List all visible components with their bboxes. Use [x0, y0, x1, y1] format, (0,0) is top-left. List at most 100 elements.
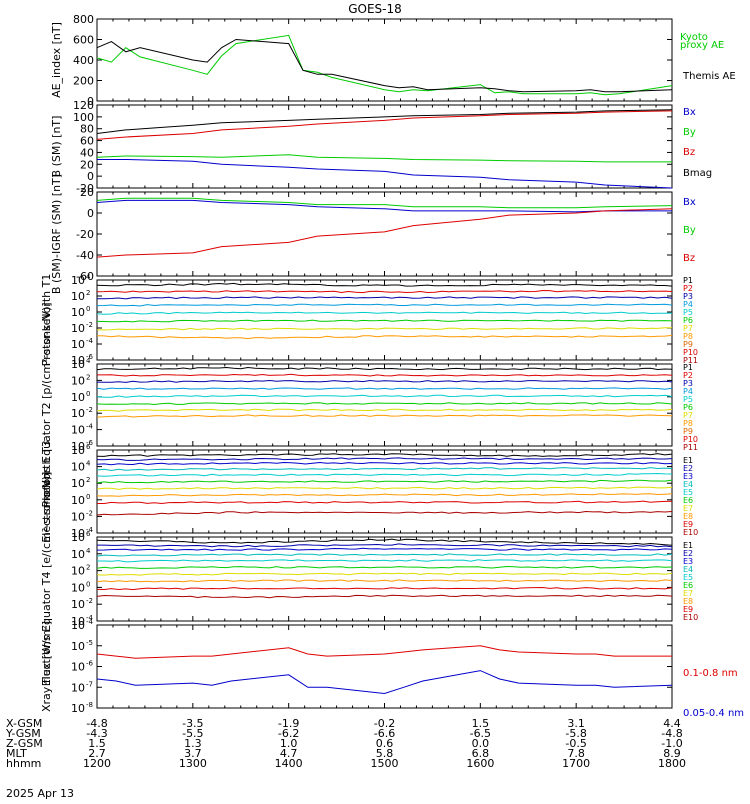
orbit-value: 5.8 — [376, 747, 394, 760]
series-line-p8 — [96, 334, 673, 340]
legend-entry: P10 — [683, 435, 698, 444]
series-line-p7 — [96, 408, 673, 412]
legend-entry: P3 — [683, 292, 693, 301]
orbit-value: -1.9 — [278, 717, 299, 730]
legend-entry: 0.05-0.4 nm — [683, 708, 744, 719]
orbit-value: -4.8 — [86, 717, 107, 730]
orbit-value: 1200 — [83, 757, 111, 770]
panel-frame — [96, 104, 673, 189]
orbit-value: -1.0 — [661, 737, 682, 750]
legend-entry: E6 — [683, 581, 693, 590]
legend-entry: Bx — [683, 107, 696, 118]
legend-entry: E2 — [683, 549, 693, 558]
y-tick-label: 10 — [71, 444, 85, 457]
y-tick-exponent: -4 — [86, 337, 94, 345]
legend-entry: E7 — [683, 589, 693, 598]
orbit-value: -0.5 — [565, 737, 586, 750]
legend-entry: Bmag — [683, 168, 712, 179]
legend-entry: Bz — [683, 147, 695, 158]
y-tick-exponent: 4 — [86, 357, 91, 365]
legend-entry: P6 — [683, 403, 693, 412]
date-label: 2025 Apr 13 — [6, 787, 74, 800]
y-tick-label: 10 — [71, 306, 85, 319]
legend-entry: E1 — [683, 541, 693, 550]
y-tick-label: 800 — [73, 13, 94, 26]
series-line-p4 — [96, 387, 673, 390]
orbit-value: 1.5 — [88, 737, 106, 750]
series-line-by — [96, 154, 672, 163]
series-line-p1 — [96, 282, 673, 287]
orbit-value: 1.3 — [184, 737, 202, 750]
y-tick-exponent: -6 — [86, 439, 94, 447]
y-tick-label: 600 — [73, 34, 94, 47]
y-axis-label: Protons North T1 — [40, 274, 53, 367]
legend-entry: E5 — [683, 488, 693, 497]
legend-entry: Themis AE — [682, 71, 736, 82]
orbit-value: -5.8 — [565, 727, 586, 740]
y-tick-label: -20 — [76, 228, 94, 241]
y-tick-exponent: -4 — [86, 614, 94, 622]
orbit-value: 1800 — [658, 757, 686, 770]
y-tick-label: 10 — [71, 640, 85, 653]
series-line-p8 — [96, 414, 673, 418]
y-tick-label: 10 — [71, 391, 85, 404]
orbit-value: 2.7 — [88, 747, 106, 760]
legend-entry: P4 — [683, 387, 693, 396]
y-tick-label: 10 — [71, 527, 85, 540]
series-line-e5 — [96, 472, 673, 477]
y-tick-label: 0 — [87, 207, 94, 220]
y-axis-label: Electrons North T3 — [40, 440, 53, 542]
y-tick-label: 10 — [71, 598, 85, 611]
series-line-p3 — [96, 379, 673, 383]
panel-frame — [96, 624, 673, 709]
legend-entry: E10 — [683, 528, 698, 537]
y-tick-label: 10 — [71, 440, 85, 453]
legend-entry: P5 — [683, 395, 693, 404]
orbit-row-label: Y-GSM — [5, 727, 41, 740]
y-tick-label: 10 — [71, 374, 85, 387]
orbit-value: 3.1 — [567, 717, 585, 730]
y-tick-exponent: 4 — [86, 547, 91, 555]
series-line-e7 — [96, 572, 673, 576]
orbit-value: -4.3 — [86, 727, 107, 740]
legend-entry: E6 — [683, 496, 693, 505]
y-tick-exponent: 6 — [86, 530, 91, 538]
y-tick-exponent: -2 — [86, 597, 93, 605]
orbit-value: 0.6 — [376, 737, 394, 750]
series-line-e8 — [96, 579, 673, 583]
legend-entry: E3 — [683, 557, 693, 566]
y-axis-label: B (SM)-IGRF (SM) [nT] — [50, 174, 63, 294]
y-tick-exponent: -4 — [86, 423, 94, 431]
series-line-e4 — [96, 553, 673, 557]
y-tick-label: 200 — [73, 75, 94, 88]
y-axis-label: Protons Equator T2 [p/(cm²-s-sr-keV)] — [40, 302, 53, 507]
y-tick-label: 10 — [71, 615, 85, 628]
y-tick-label: 100 — [73, 111, 94, 124]
orbit-value: -6.2 — [278, 727, 299, 740]
y-tick-exponent: 2 — [86, 476, 90, 484]
legend-entry: P8 — [683, 419, 693, 428]
legend-entry: P8 — [683, 332, 693, 341]
series-line-e7 — [96, 486, 673, 490]
y-tick-label: 10 — [71, 338, 85, 351]
series-line-e3 — [96, 547, 673, 551]
series-line-e3 — [96, 461, 673, 466]
series-line-e9 — [96, 586, 673, 591]
panel-2: 20 0 -20 -40 -60 B (SM)-IGRF (SM) [nT] Bx By Bz — [50, 174, 696, 294]
legend-entry: proxy AE — [680, 40, 724, 51]
orbit-value: 4.7 — [280, 747, 298, 760]
y-tick-label: 10 — [71, 358, 85, 371]
series-line-p2 — [97, 373, 673, 377]
series-line-p7 — [97, 327, 672, 331]
y-tick-exponent: 4 — [86, 460, 91, 468]
series-line-e10 — [96, 510, 673, 516]
legend-entry: Kyoto — [680, 32, 708, 43]
y-tick-exponent: 0 — [86, 390, 90, 398]
legend-entry: E3 — [683, 472, 693, 481]
series-line-bmag — [96, 109, 673, 134]
orbit-value: 1.0 — [280, 737, 298, 750]
